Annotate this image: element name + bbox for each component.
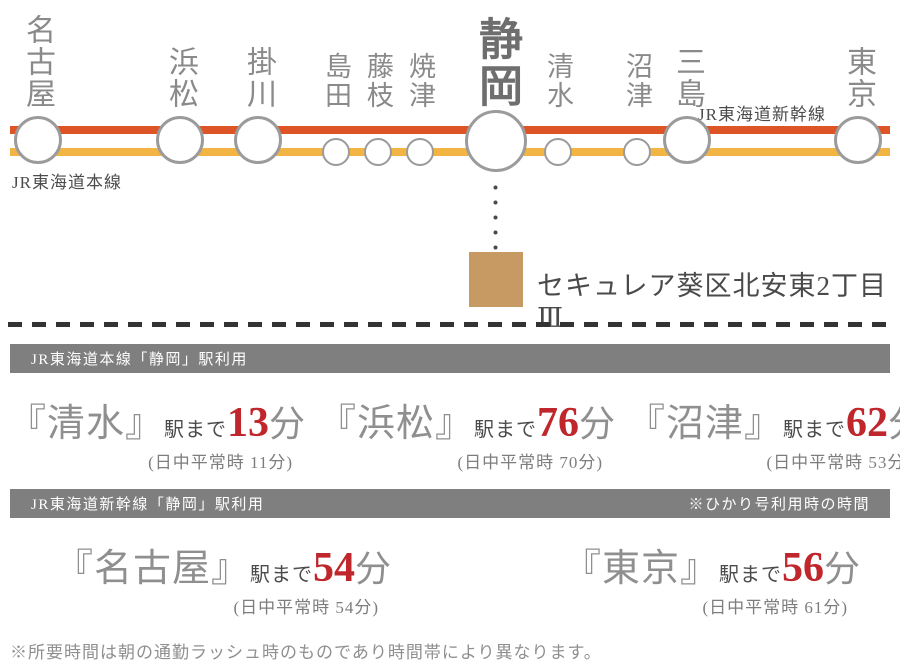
property-label: セキュレア葵区北安東2丁目Ⅲ <box>537 271 887 333</box>
dest-name: 『浜松』 <box>318 403 475 445</box>
station-circle-shimizu <box>544 138 572 166</box>
station-circle-shizuoka <box>465 110 527 172</box>
footnote: ※所要時間は朝の通勤ラッシュ時のものであり時間帯により異なります。 <box>10 643 602 662</box>
station-circle-tokyo <box>834 116 882 164</box>
station-name-mishima: 三島 <box>671 46 704 110</box>
station-name-yaizu: 焼津 <box>405 52 435 110</box>
time-entry-hamamatsu: 『浜松』駅まで76分 (日中平常時 70分) <box>318 392 615 473</box>
station-circle-fujieda <box>364 138 392 166</box>
minutes-value: 56 <box>782 545 825 591</box>
dest-name: 『東京』 <box>563 548 720 590</box>
dest-name: 『沼津』 <box>627 403 784 445</box>
shinkansen-line <box>10 126 890 134</box>
station-circle-shimada <box>322 138 350 166</box>
minutes-unit: 分 <box>824 549 861 589</box>
dotted-connector <box>493 180 498 252</box>
route-diagram: JR東海道本線 JR東海道新幹線 名古屋 浜松 掛川 島田 藤枝 焼津 静岡 清… <box>0 0 900 333</box>
minutes-unit: 分 <box>888 404 900 444</box>
minutes-unit: 分 <box>269 404 306 444</box>
station-name-fujieda: 藤枝 <box>363 52 393 110</box>
station-name-shimizu: 清水 <box>543 52 573 110</box>
minutes-value: 54 <box>313 545 356 591</box>
section-header-shinkansen: JR東海道新幹線「静岡」駅利用 ※ひかり号利用時の時間 <box>10 489 890 518</box>
minutes-value: 13 <box>227 400 270 446</box>
offpeak-time: (日中平常時 53分) <box>766 453 900 472</box>
station-circle-hamamatsu <box>156 116 204 164</box>
station-name-tokyo: 東京 <box>842 46 875 110</box>
time-entry-tokyo: 『東京』駅まで56分 (日中平常時 61分) <box>563 537 860 618</box>
to-station-label: 駅まで <box>250 564 314 586</box>
to-station-label: 駅まで <box>783 419 847 441</box>
offpeak-time: (日中平常時 54分) <box>233 598 380 617</box>
station-circle-yaizu <box>406 138 434 166</box>
section-header-shinkansen-title: JR東海道新幹線「静岡」駅利用 <box>31 497 265 513</box>
station-circle-kakegawa <box>234 116 282 164</box>
offpeak-time: (日中平常時 70分) <box>457 453 604 472</box>
to-station-label: 駅まで <box>164 419 228 441</box>
to-station-label: 駅まで <box>474 419 538 441</box>
local-line <box>10 148 890 156</box>
dest-name: 『名古屋』 <box>55 548 251 590</box>
minutes-value: 62 <box>846 400 889 446</box>
dashed-divider <box>8 322 892 327</box>
station-name-numazu: 沼津 <box>622 52 652 110</box>
time-entry-numazu: 『沼津』駅まで62分 (日中平常時 53分) <box>627 392 900 473</box>
local-line-label: JR東海道本線 <box>12 173 122 192</box>
section-header-local: JR東海道本線「静岡」駅利用 <box>10 344 890 373</box>
minutes-unit: 分 <box>579 404 616 444</box>
section-header-shinkansen-note: ※ひかり号利用時の時間 <box>688 497 870 513</box>
time-main: 『浜松』駅まで76分 <box>318 392 615 447</box>
station-circle-numazu <box>623 138 651 166</box>
time-main: 『清水』駅まで13分 <box>8 392 305 447</box>
time-entry-shimizu: 『清水』駅まで13分 (日中平常時 11分) <box>8 392 305 473</box>
station-name-kakegawa: 掛川 <box>242 46 275 110</box>
property-marker <box>469 252 523 307</box>
minutes-value: 76 <box>537 400 580 446</box>
offpeak-time: (日中平常時 61分) <box>702 598 849 617</box>
to-station-label: 駅まで <box>719 564 783 586</box>
offpeak-time: (日中平常時 11分) <box>148 453 294 472</box>
time-main: 『沼津』駅まで62分 <box>627 392 900 447</box>
minutes-unit: 分 <box>355 549 392 589</box>
station-circle-mishima <box>663 116 711 164</box>
time-main: 『名古屋』駅まで54分 <box>55 537 391 592</box>
section-header-local-title: JR東海道本線「静岡」駅利用 <box>31 352 248 368</box>
station-name-shizuoka: 静岡 <box>472 16 521 110</box>
station-name-shimada: 島田 <box>321 52 351 110</box>
station-name-nagoya: 名古屋 <box>21 14 54 110</box>
time-entry-nagoya: 『名古屋』駅まで54分 (日中平常時 54分) <box>55 537 391 618</box>
time-main: 『東京』駅まで56分 <box>563 537 860 592</box>
station-name-hamamatsu: 浜松 <box>164 46 197 110</box>
shinkansen-line-label: JR東海道新幹線 <box>698 105 826 124</box>
dest-name: 『清水』 <box>8 403 165 445</box>
station-circle-nagoya <box>14 116 62 164</box>
